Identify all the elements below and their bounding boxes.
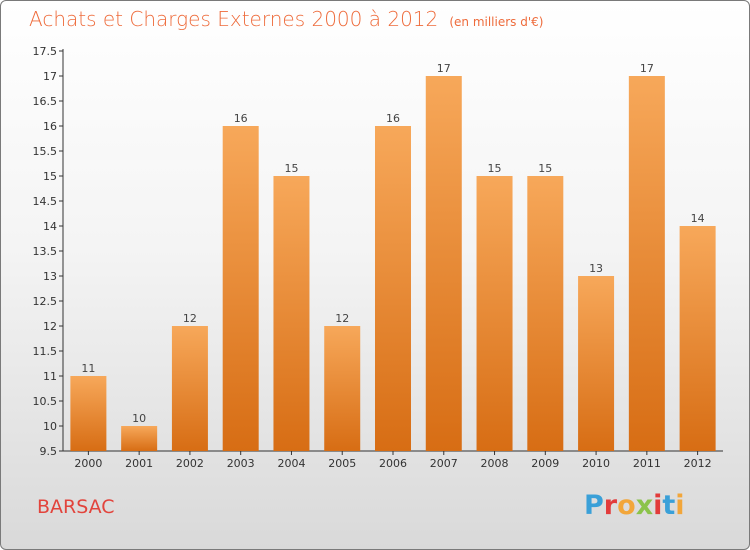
y-tick-label: 11.5 — [33, 345, 58, 358]
bar — [477, 176, 513, 451]
chart-bars — [70, 76, 715, 451]
bar-data-label: 10 — [132, 412, 146, 425]
y-tick-label: 15.5 — [33, 145, 58, 158]
x-tick-label: 2011 — [633, 457, 661, 470]
logo-letter: t — [662, 490, 675, 521]
y-tick-label: 14 — [43, 220, 57, 233]
bar-data-label: 12 — [183, 312, 197, 325]
x-tick-label: 2009 — [531, 457, 559, 470]
bar — [426, 76, 462, 451]
y-tick-label: 16.5 — [33, 95, 58, 108]
bar — [375, 126, 411, 451]
bar-data-label: 15 — [488, 162, 502, 175]
x-tick-label: 2008 — [481, 457, 509, 470]
bar-data-label: 12 — [335, 312, 349, 325]
x-tick-label: 2000 — [74, 457, 102, 470]
y-tick-label: 10 — [43, 420, 57, 433]
x-tick-label: 2012 — [684, 457, 712, 470]
city-name: BARSAC — [37, 496, 115, 518]
logo-letter: P — [584, 490, 604, 521]
x-tick-label: 2006 — [379, 457, 407, 470]
y-tick-label: 14.5 — [33, 195, 58, 208]
bar-chart: 9.5 10 10.5 11 11.5 12 12.5 13 13.5 14 14.5 15 15.5 1… — [1, 1, 750, 481]
bar — [172, 326, 208, 451]
bar — [629, 76, 665, 451]
x-tick-label: 2003 — [227, 457, 255, 470]
bar — [70, 376, 106, 451]
x-tick-label: 2002 — [176, 457, 204, 470]
bar-data-label: 14 — [691, 212, 705, 225]
bar — [121, 426, 157, 451]
y-tick-label: 12 — [43, 320, 57, 333]
bar-data-label: 17 — [437, 62, 451, 75]
bar — [527, 176, 563, 451]
x-tick-label: 2005 — [328, 457, 356, 470]
bar-data-label: 13 — [589, 262, 603, 275]
y-tick-label: 9.5 — [40, 445, 58, 458]
bar — [223, 126, 259, 451]
y-tick-label: 12.5 — [33, 295, 58, 308]
bar-data-label: 15 — [538, 162, 552, 175]
chart-frame: Achats et Charges Externes 2000 à 2012 (… — [0, 0, 750, 550]
y-tick-label: 13 — [43, 270, 57, 283]
x-tick-label: 2010 — [582, 457, 610, 470]
y-tick-label: 13.5 — [33, 245, 58, 258]
y-tick-label: 17 — [43, 70, 57, 83]
y-tick-label: 10.5 — [33, 395, 58, 408]
bar — [273, 176, 309, 451]
bar-data-label: 15 — [284, 162, 298, 175]
logo-letter: x — [636, 490, 653, 521]
logo-letter: i — [653, 490, 662, 521]
bar — [680, 226, 716, 451]
logo-letter: r — [604, 490, 617, 521]
bar — [324, 326, 360, 451]
bar-data-label: 16 — [386, 112, 400, 125]
y-tick-label: 17.5 — [33, 45, 58, 58]
x-tick-label: 2001 — [125, 457, 153, 470]
bar-data-label: 16 — [234, 112, 248, 125]
y-tick-label: 11 — [43, 370, 57, 383]
x-tick-label: 2007 — [430, 457, 458, 470]
y-tick-label: 16 — [43, 120, 57, 133]
logo-letter: o — [617, 490, 636, 521]
bar-data-label: 17 — [640, 62, 654, 75]
bar-data-label: 11 — [81, 362, 95, 375]
logo-letter: i — [675, 490, 684, 521]
x-tick-label: 2004 — [277, 457, 305, 470]
proxiti-logo: Proxiti — [584, 490, 685, 521]
y-tick-label: 15 — [43, 170, 57, 183]
bar — [578, 276, 614, 451]
